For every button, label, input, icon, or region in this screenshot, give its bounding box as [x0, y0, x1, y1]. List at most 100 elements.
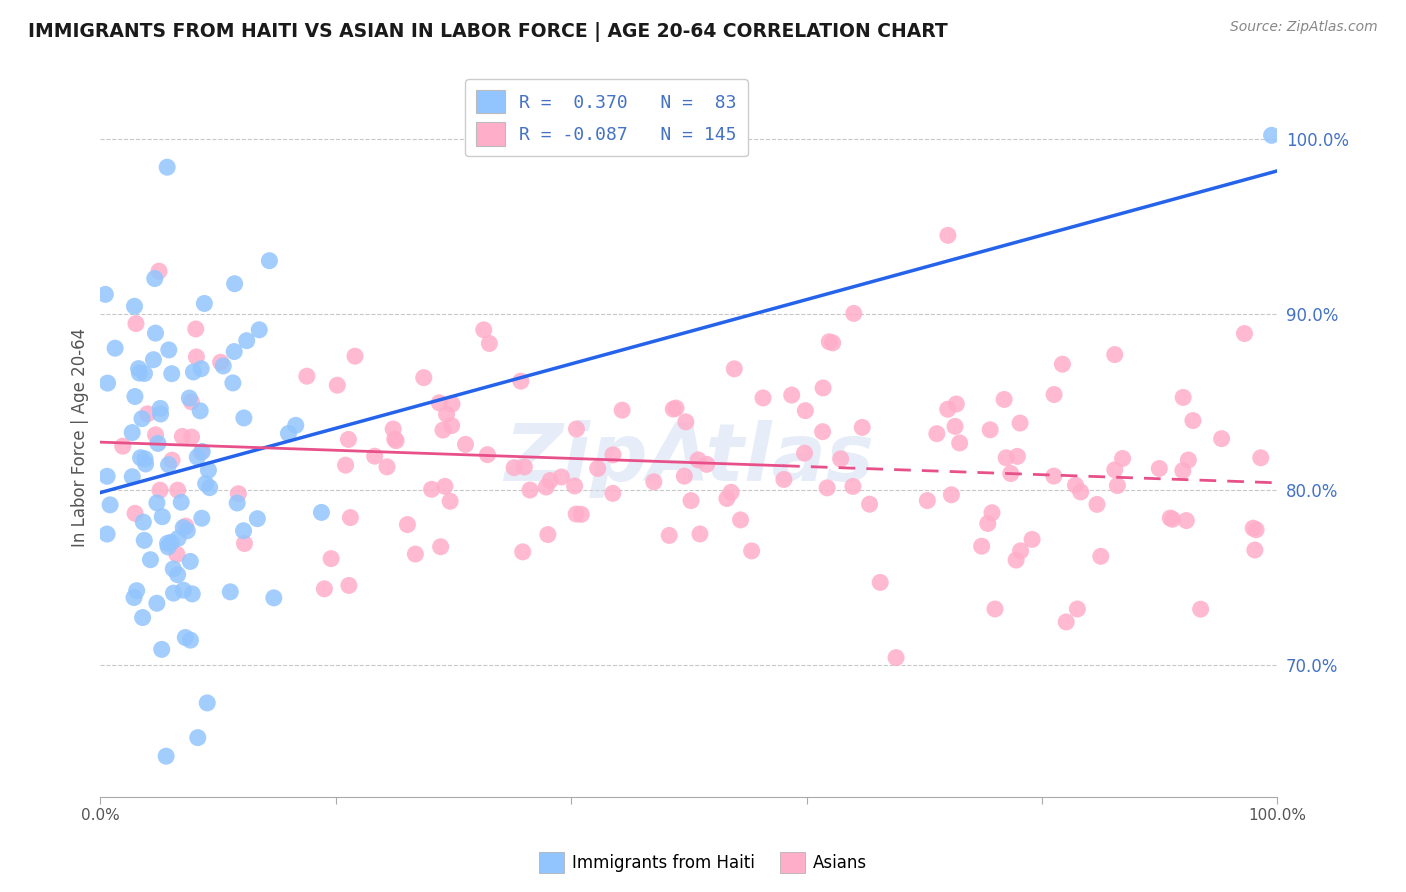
Point — [194, 476, 217, 491]
Point — [134, 367, 156, 381]
Point — [172, 429, 194, 443]
Point — [688, 453, 710, 467]
Point — [134, 533, 156, 548]
Point — [794, 403, 817, 417]
Point — [149, 401, 172, 416]
Point — [179, 633, 201, 648]
Point — [1244, 523, 1267, 537]
Point — [162, 562, 184, 576]
Point — [1000, 467, 1022, 481]
Point — [155, 749, 177, 764]
Point — [1043, 387, 1066, 401]
Point — [1070, 484, 1092, 499]
Point — [134, 451, 156, 466]
Point — [259, 253, 281, 268]
Point — [1177, 453, 1199, 467]
Point — [477, 448, 499, 462]
Point — [247, 323, 270, 337]
Text: IMMIGRANTS FROM HAITI VS ASIAN IN LABOR FORCE | AGE 20-64 CORRELATION CHART: IMMIGRANTS FROM HAITI VS ASIAN IN LABOR … — [28, 22, 948, 42]
Point — [129, 450, 152, 465]
Point — [936, 402, 959, 417]
Point — [174, 519, 197, 533]
Point — [321, 551, 343, 566]
Point — [156, 160, 179, 174]
Point — [190, 361, 212, 376]
Point — [314, 582, 336, 596]
Point — [385, 434, 408, 448]
Point — [730, 513, 752, 527]
Point — [858, 497, 880, 511]
Point — [172, 520, 194, 534]
Point — [440, 418, 463, 433]
Point — [222, 376, 245, 390]
Point — [150, 509, 173, 524]
Point — [1189, 602, 1212, 616]
Point — [412, 370, 434, 384]
Point — [396, 517, 419, 532]
Point — [122, 591, 145, 605]
Point — [993, 392, 1015, 407]
Point — [433, 479, 456, 493]
Point — [104, 341, 127, 355]
Point — [295, 369, 318, 384]
Point — [811, 425, 834, 439]
Point — [97, 376, 120, 390]
Point — [943, 419, 966, 434]
Point — [534, 480, 557, 494]
Point — [716, 491, 738, 506]
Point — [94, 287, 117, 301]
Point — [170, 495, 193, 509]
Point — [179, 554, 201, 568]
Point — [1260, 128, 1282, 143]
Point — [132, 515, 155, 529]
Point — [224, 277, 246, 291]
Point — [842, 306, 865, 320]
Point — [420, 483, 443, 497]
Point — [981, 506, 1004, 520]
Point — [193, 296, 215, 310]
Point — [550, 470, 572, 484]
Point — [284, 418, 307, 433]
Point — [658, 528, 681, 542]
Point — [191, 511, 214, 525]
Point — [1043, 469, 1066, 483]
Point — [1159, 511, 1181, 525]
Point — [188, 404, 211, 418]
Point — [696, 458, 718, 472]
Point — [98, 498, 121, 512]
Point — [124, 389, 146, 403]
Point — [191, 444, 214, 458]
Point — [519, 483, 541, 497]
Point — [363, 449, 385, 463]
Point — [1005, 553, 1028, 567]
Point — [186, 350, 208, 364]
Point — [1064, 478, 1087, 492]
Point — [150, 642, 173, 657]
Point — [209, 355, 232, 369]
Point — [166, 483, 188, 497]
Point — [1085, 497, 1108, 511]
Point — [509, 374, 531, 388]
Point — [156, 536, 179, 550]
Point — [1181, 413, 1204, 427]
Point — [723, 361, 745, 376]
Point — [503, 460, 526, 475]
Legend: Immigrants from Haiti, Asians: Immigrants from Haiti, Asians — [531, 846, 875, 880]
Point — [145, 326, 167, 340]
Point — [1244, 543, 1267, 558]
Point — [157, 458, 180, 472]
Point — [190, 445, 212, 459]
Point — [665, 401, 688, 415]
Point — [382, 422, 405, 436]
Point — [226, 496, 249, 510]
Point — [752, 391, 775, 405]
Point — [432, 423, 454, 437]
Point — [198, 481, 221, 495]
Point — [228, 487, 250, 501]
Point — [643, 475, 665, 489]
Point — [830, 451, 852, 466]
Point — [343, 349, 366, 363]
Point — [1021, 533, 1043, 547]
Point — [1241, 521, 1264, 535]
Point — [662, 402, 685, 417]
